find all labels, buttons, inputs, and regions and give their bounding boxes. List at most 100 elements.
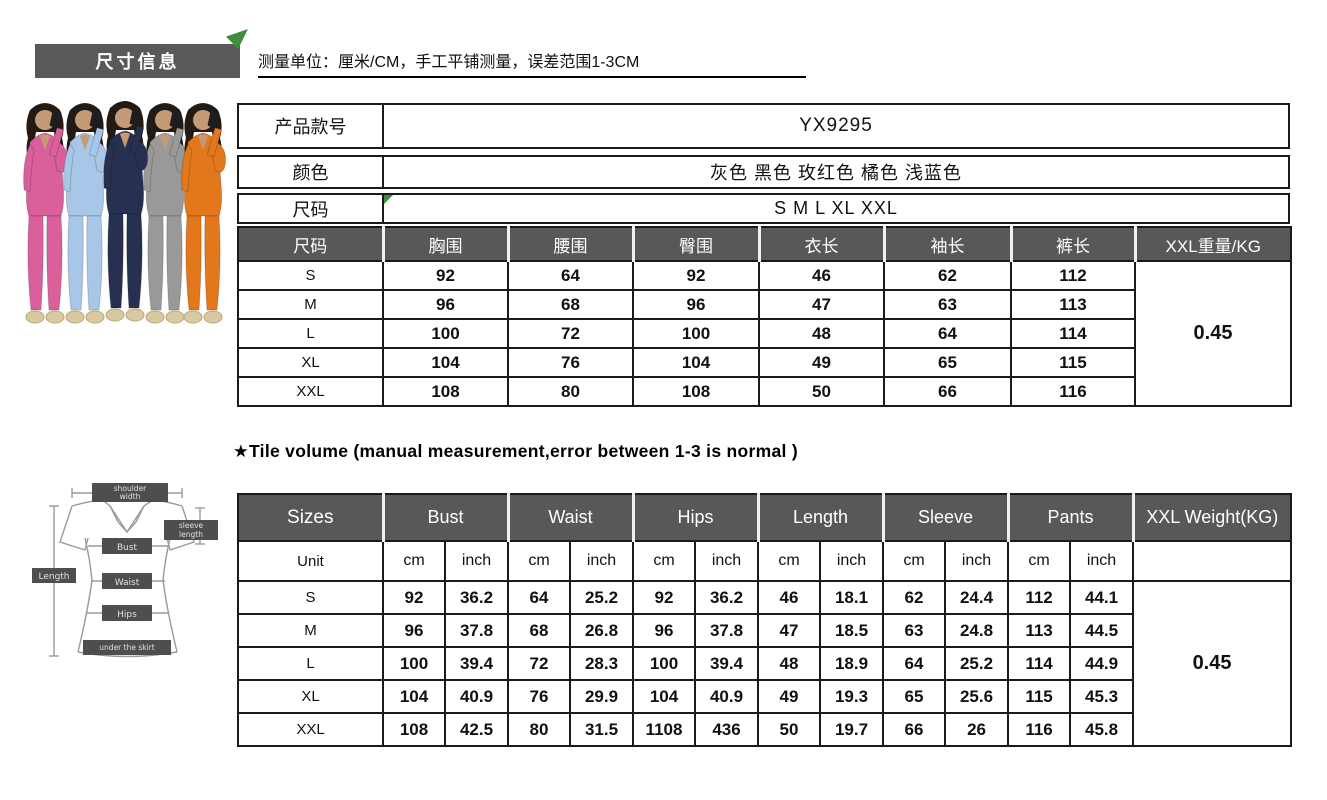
table-cell: 96 [632,613,696,648]
info-row-colors: 颜色 灰色 黑色 玫红色 橘色 浅蓝色 [237,155,1290,189]
shape: 尺码 胸围 腰围 臀围 衣长 袖长 裤长 XXL重量/KG [237,226,1292,262]
model-figure [23,103,69,324]
table-cell: 68 [507,613,571,648]
shape: XXL 108 80 108 50 66 116 [237,376,1291,407]
table-cell: S [237,260,384,291]
model-figure [143,103,189,324]
corner-marker-icon [384,195,393,204]
diagram-label-bust: Bust [102,538,152,554]
column-header-cell: XXL重量/KG [1133,226,1292,262]
table-cell: 40.9 [444,679,509,714]
info-label: 颜色 [239,157,384,187]
shape [63,142,75,193]
table-cell: 76 [507,679,571,714]
diagram-label-waist: Waist [102,573,152,589]
shape: shoulder [114,484,147,493]
shape: length [179,530,203,539]
table-cell: 114 [1007,646,1072,681]
table-cell: 66 [883,376,1012,407]
table-cell: 25.2 [569,580,634,615]
table-cell: 112 [1007,580,1072,615]
shape [168,127,185,158]
table-cell: 80 [507,376,634,407]
column-header-cell: 尺码 [237,226,384,262]
shape [206,127,223,158]
shape [169,110,182,128]
shape [181,142,193,193]
table-cell: 108 [632,376,760,407]
inch-size-table: Sizes Bust Waist Hips Length Sleeve Pant… [237,493,1293,747]
column-header-cell: 衣长 [757,226,885,262]
table-cell: 18.5 [819,613,885,648]
column-header-cell: Pants [1006,493,1135,542]
shape [160,134,170,150]
cm-size-table: 尺码 胸围 腰围 臀围 衣长 袖长 裤长 XXL重量/KG S 92 64 92 46 62 112 0.… [237,226,1292,407]
table-cell: S [237,580,384,615]
shape [67,215,84,311]
table-cell: 76 [507,347,634,378]
table-cell: 112 [1010,260,1136,291]
table-cell: 96 [382,613,446,648]
table-cell: 24.4 [944,580,1010,615]
shape [23,142,35,193]
column-header-cell: Sizes [237,493,384,542]
shape [80,134,90,150]
table-cell: inch [944,540,1010,582]
table-cell: 25.6 [944,679,1010,714]
shape [102,573,152,589]
table-cell: 36.2 [444,580,509,615]
table-cell: 63 [883,289,1012,320]
table-cell: 62 [883,260,1012,291]
table-cell: 64 [882,646,947,681]
table-cell: 1108 [632,712,696,747]
column-header-cell: 裤长 [1009,226,1136,262]
column-header-cell: 胸围 [381,226,509,262]
table-cell: 49 [757,679,822,714]
info-row-sizes: 尺码 S M L XL XXL [237,193,1290,224]
shape: sleeve [179,521,204,530]
table-cell: 39.4 [693,646,760,681]
table-cell: 26.8 [569,613,634,648]
table-cell: 63 [882,613,947,648]
shape [48,127,65,158]
table-cell: 100 [382,318,509,349]
table-cell: 115 [1010,347,1136,378]
table-cell: 40.9 [693,679,760,714]
column-header-cell: Waist [506,493,634,542]
table-cell: cm [382,540,446,582]
table-cell: XL [237,679,384,714]
table-cell: 50 [758,376,885,407]
shape [145,310,165,324]
shape: XXL 108 42.5 80 31.5 1108 436 50 19.7 66 26 116 45.8 [237,712,1291,747]
table-cell: 100 [632,646,696,681]
xxl-weight-value: 0.45 [1132,580,1293,747]
diagram-label-hips: Hips [102,605,152,621]
table-cell: XXL [237,712,384,747]
table-cell: 19.7 [819,712,885,747]
table-cell: 116 [1010,376,1136,407]
table-cell: 64 [507,260,634,291]
model-figure [181,103,227,324]
table-cell: 104 [632,347,760,378]
shape: Unit cm inch cm inch cm inch cm inch cm inch cm inch [237,540,1293,582]
shape [183,310,203,324]
shape [126,213,143,309]
table-cell: 68 [507,289,634,320]
table-cell: M [237,289,384,320]
column-header-cell: Length [756,493,885,542]
shape: XL 104 40.9 76 29.9 104 40.9 49 19.3 65 25.6 115 45.… [237,679,1291,714]
table-cell: 26 [944,712,1010,747]
table-cell: 96 [382,289,509,320]
table-cell: inch [819,540,885,582]
table-cell: 49 [758,347,885,378]
shape [83,640,171,655]
sizes-value: S M L XL XXL [384,195,1288,222]
table-cell: 44.5 [1069,613,1135,648]
table-cell: 46 [757,580,822,615]
shape [105,308,125,322]
green-arrow-icon [226,29,248,49]
info-row-style-number: 产品款号 YX9295 [237,103,1290,149]
table-cell: 115 [1007,679,1072,714]
shape [203,310,223,324]
table-cell: 18.9 [819,646,885,681]
